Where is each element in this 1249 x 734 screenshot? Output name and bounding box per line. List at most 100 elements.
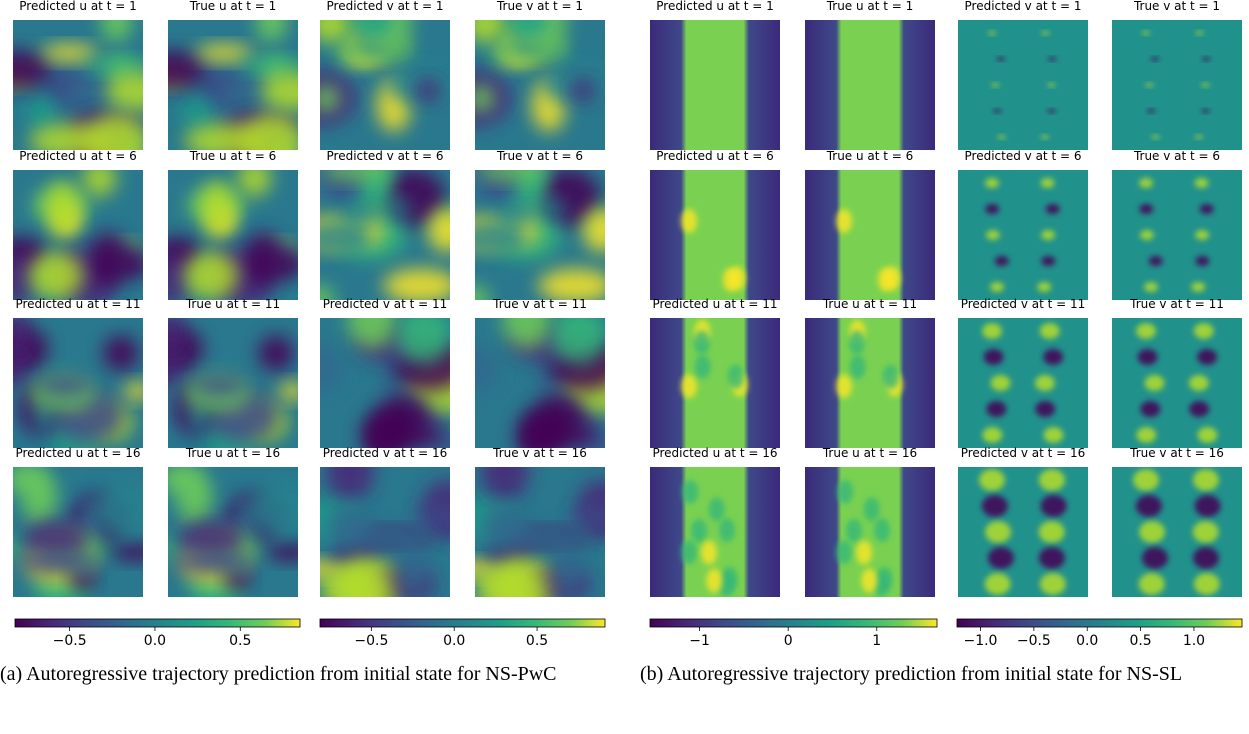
heatmap-blob [1043,349,1064,365]
heatmap [168,170,298,300]
heatmap-blob [1039,573,1066,595]
heatmap-blob [882,364,899,389]
panel-title: True v at t = 16 [1129,446,1224,460]
heatmap-blob [570,506,605,527]
colorbar-tick-label: −0.5 [53,633,87,649]
heatmap-blob [994,256,1009,266]
heatmap-blob [82,170,117,197]
heatmap-blob [1136,323,1157,339]
heatmap-bg [805,318,935,448]
heatmap-blob [1191,282,1206,292]
heatmap-blob [727,364,744,389]
colorbar-tick-label: −0.5 [1017,633,1051,649]
colorbar-tick-label: −0.5 [354,633,388,649]
heatmap [650,318,780,448]
heatmap-blob [382,198,412,218]
heatmap-blob [168,467,200,496]
heatmap-blob [537,198,567,218]
heatmap-blob [124,381,143,401]
heatmap-blob [549,318,605,364]
heatmap-blob [582,207,605,253]
colorbar-tick-label: 0.0 [1076,633,1098,649]
heatmap-blob [986,401,1007,417]
heatmap-blob [398,546,429,595]
heatmap-blob [984,573,1011,595]
heatmap [805,20,935,150]
heatmap-bg [958,467,1088,597]
heatmap [13,170,143,300]
panel-title: True v at t = 6 [496,149,583,163]
heatmap-blob [1034,375,1055,391]
heatmap-blob [1047,109,1056,113]
heatmap [958,20,1088,150]
heatmap-blob [1194,178,1209,188]
heatmap-blob [1139,178,1154,188]
heatmap-blob [480,467,530,500]
panel-title: Predicted u at t = 16 [15,446,140,460]
heatmap [320,20,450,150]
heatmap-blob [237,170,272,197]
panel-title: True u at t = 6 [189,149,277,163]
heatmap-blob [989,282,1004,292]
heatmap-blob [845,518,862,543]
heatmap-blob [996,57,1005,61]
heatmap-blob [856,540,873,565]
heatmap-blob [247,479,298,538]
heatmap-blob [27,96,56,130]
heatmap-blob [985,178,1000,188]
colorbar-tick-label: 0.5 [1129,633,1151,649]
heatmap-blob [1139,230,1154,240]
heatmap-blob [475,564,548,597]
heatmap [1112,318,1242,448]
heatmap [475,20,605,150]
heatmap-blob [320,20,353,43]
heatmap-blob [836,374,853,399]
heatmap-blob [1147,109,1156,113]
heatmap-blob [475,285,490,300]
heatmap [320,318,450,448]
heatmap-blob [1141,547,1168,569]
heatmap-blob [694,354,711,379]
panel-title: True v at t = 11 [1129,297,1224,311]
heatmap-bg [1112,170,1242,300]
heatmap-blob [266,542,298,562]
panel-title: Predicted u at t = 16 [652,446,777,460]
heatmap-blob [320,220,373,254]
heatmap-blob [1048,57,1057,61]
heatmap-blob [239,57,298,74]
heatmap-blob [1139,204,1154,214]
heatmap-blob [1133,469,1160,491]
heatmap-bg [650,318,780,448]
heatmap-blob [1035,401,1056,417]
heatmap-blob [570,78,596,103]
heatmap-blob [475,84,495,113]
heatmap-blob [706,568,723,593]
heatmap-blob [47,181,77,234]
heatmap-blob [92,479,143,538]
panel-title: Predicted v at t = 1 [327,0,444,13]
heatmap-bg [1112,318,1242,448]
heatmap-blob [184,123,265,150]
heatmap-blob [1038,521,1065,543]
heatmap-blob [836,540,853,565]
heatmap-blob [106,72,143,111]
heatmap-blob [1041,230,1056,240]
heatmap-blob [1040,178,1055,188]
heatmap-blob [1202,57,1211,61]
heatmap-blob [100,20,133,43]
heatmap-blob [985,230,1000,240]
panel-title: Predicted u at t = 6 [19,149,136,163]
heatmap-blob [172,549,250,574]
heatmap-bg [958,20,1088,150]
panel-title: True u at t = 11 [822,297,917,311]
heatmap-blob [1148,256,1163,266]
heatmap [805,318,935,448]
heatmap-blob [415,506,450,527]
heatmap [320,170,450,300]
heatmap-blob [690,518,707,543]
panel-title: Predicted u at t = 1 [19,0,136,13]
heatmap-bg [805,170,935,300]
panel-title: Predicted v at t = 1 [965,0,1082,13]
heatmap-blob [168,537,182,561]
heatmap-blob [13,318,29,357]
